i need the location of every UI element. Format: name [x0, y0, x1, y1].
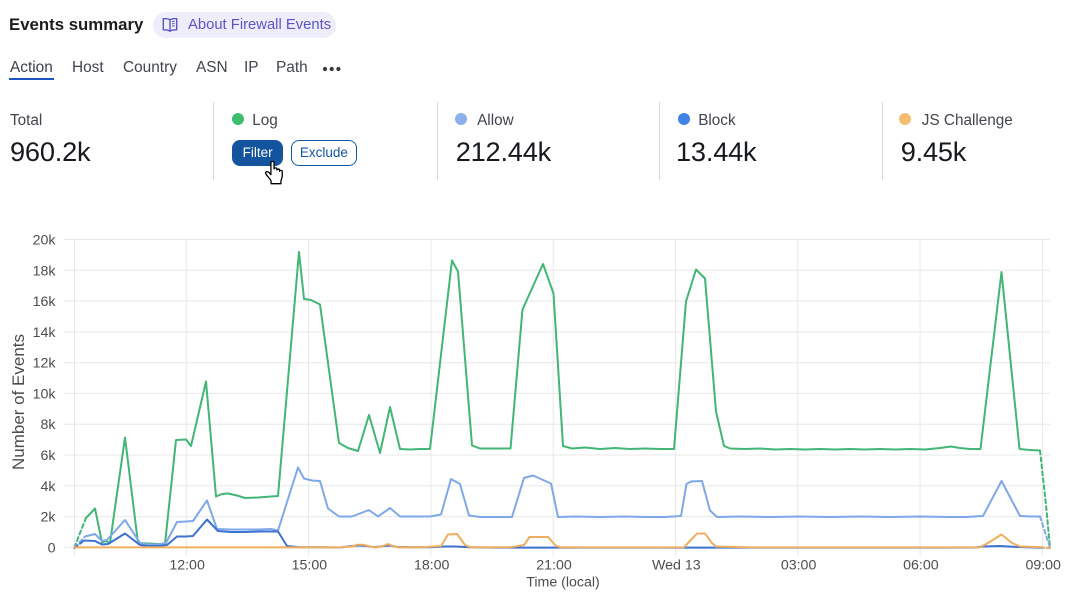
svg-text:18k: 18k: [33, 263, 57, 279]
svg-text:06:00: 06:00: [903, 558, 939, 574]
svg-text:2k: 2k: [41, 510, 57, 526]
svg-text:20k: 20k: [33, 233, 57, 249]
svg-text:8k: 8k: [41, 417, 57, 433]
svg-text:09:00: 09:00: [1025, 558, 1061, 574]
svg-text:4k: 4k: [41, 479, 57, 495]
svg-text:18:00: 18:00: [414, 558, 450, 574]
svg-text:03:00: 03:00: [781, 558, 817, 574]
svg-text:10k: 10k: [33, 386, 57, 402]
svg-text:12k: 12k: [33, 356, 57, 372]
svg-text:12:00: 12:00: [169, 558, 205, 574]
svg-text:14k: 14k: [33, 325, 57, 341]
svg-text:Wed 13: Wed 13: [652, 558, 701, 574]
svg-text:Time (local): Time (local): [526, 574, 600, 590]
svg-text:0: 0: [48, 540, 56, 556]
svg-text:15:00: 15:00: [292, 558, 328, 574]
svg-text:21:00: 21:00: [536, 558, 572, 574]
svg-text:16k: 16k: [33, 294, 57, 310]
svg-text:Number of Events: Number of Events: [9, 334, 28, 470]
svg-text:6k: 6k: [41, 448, 57, 464]
